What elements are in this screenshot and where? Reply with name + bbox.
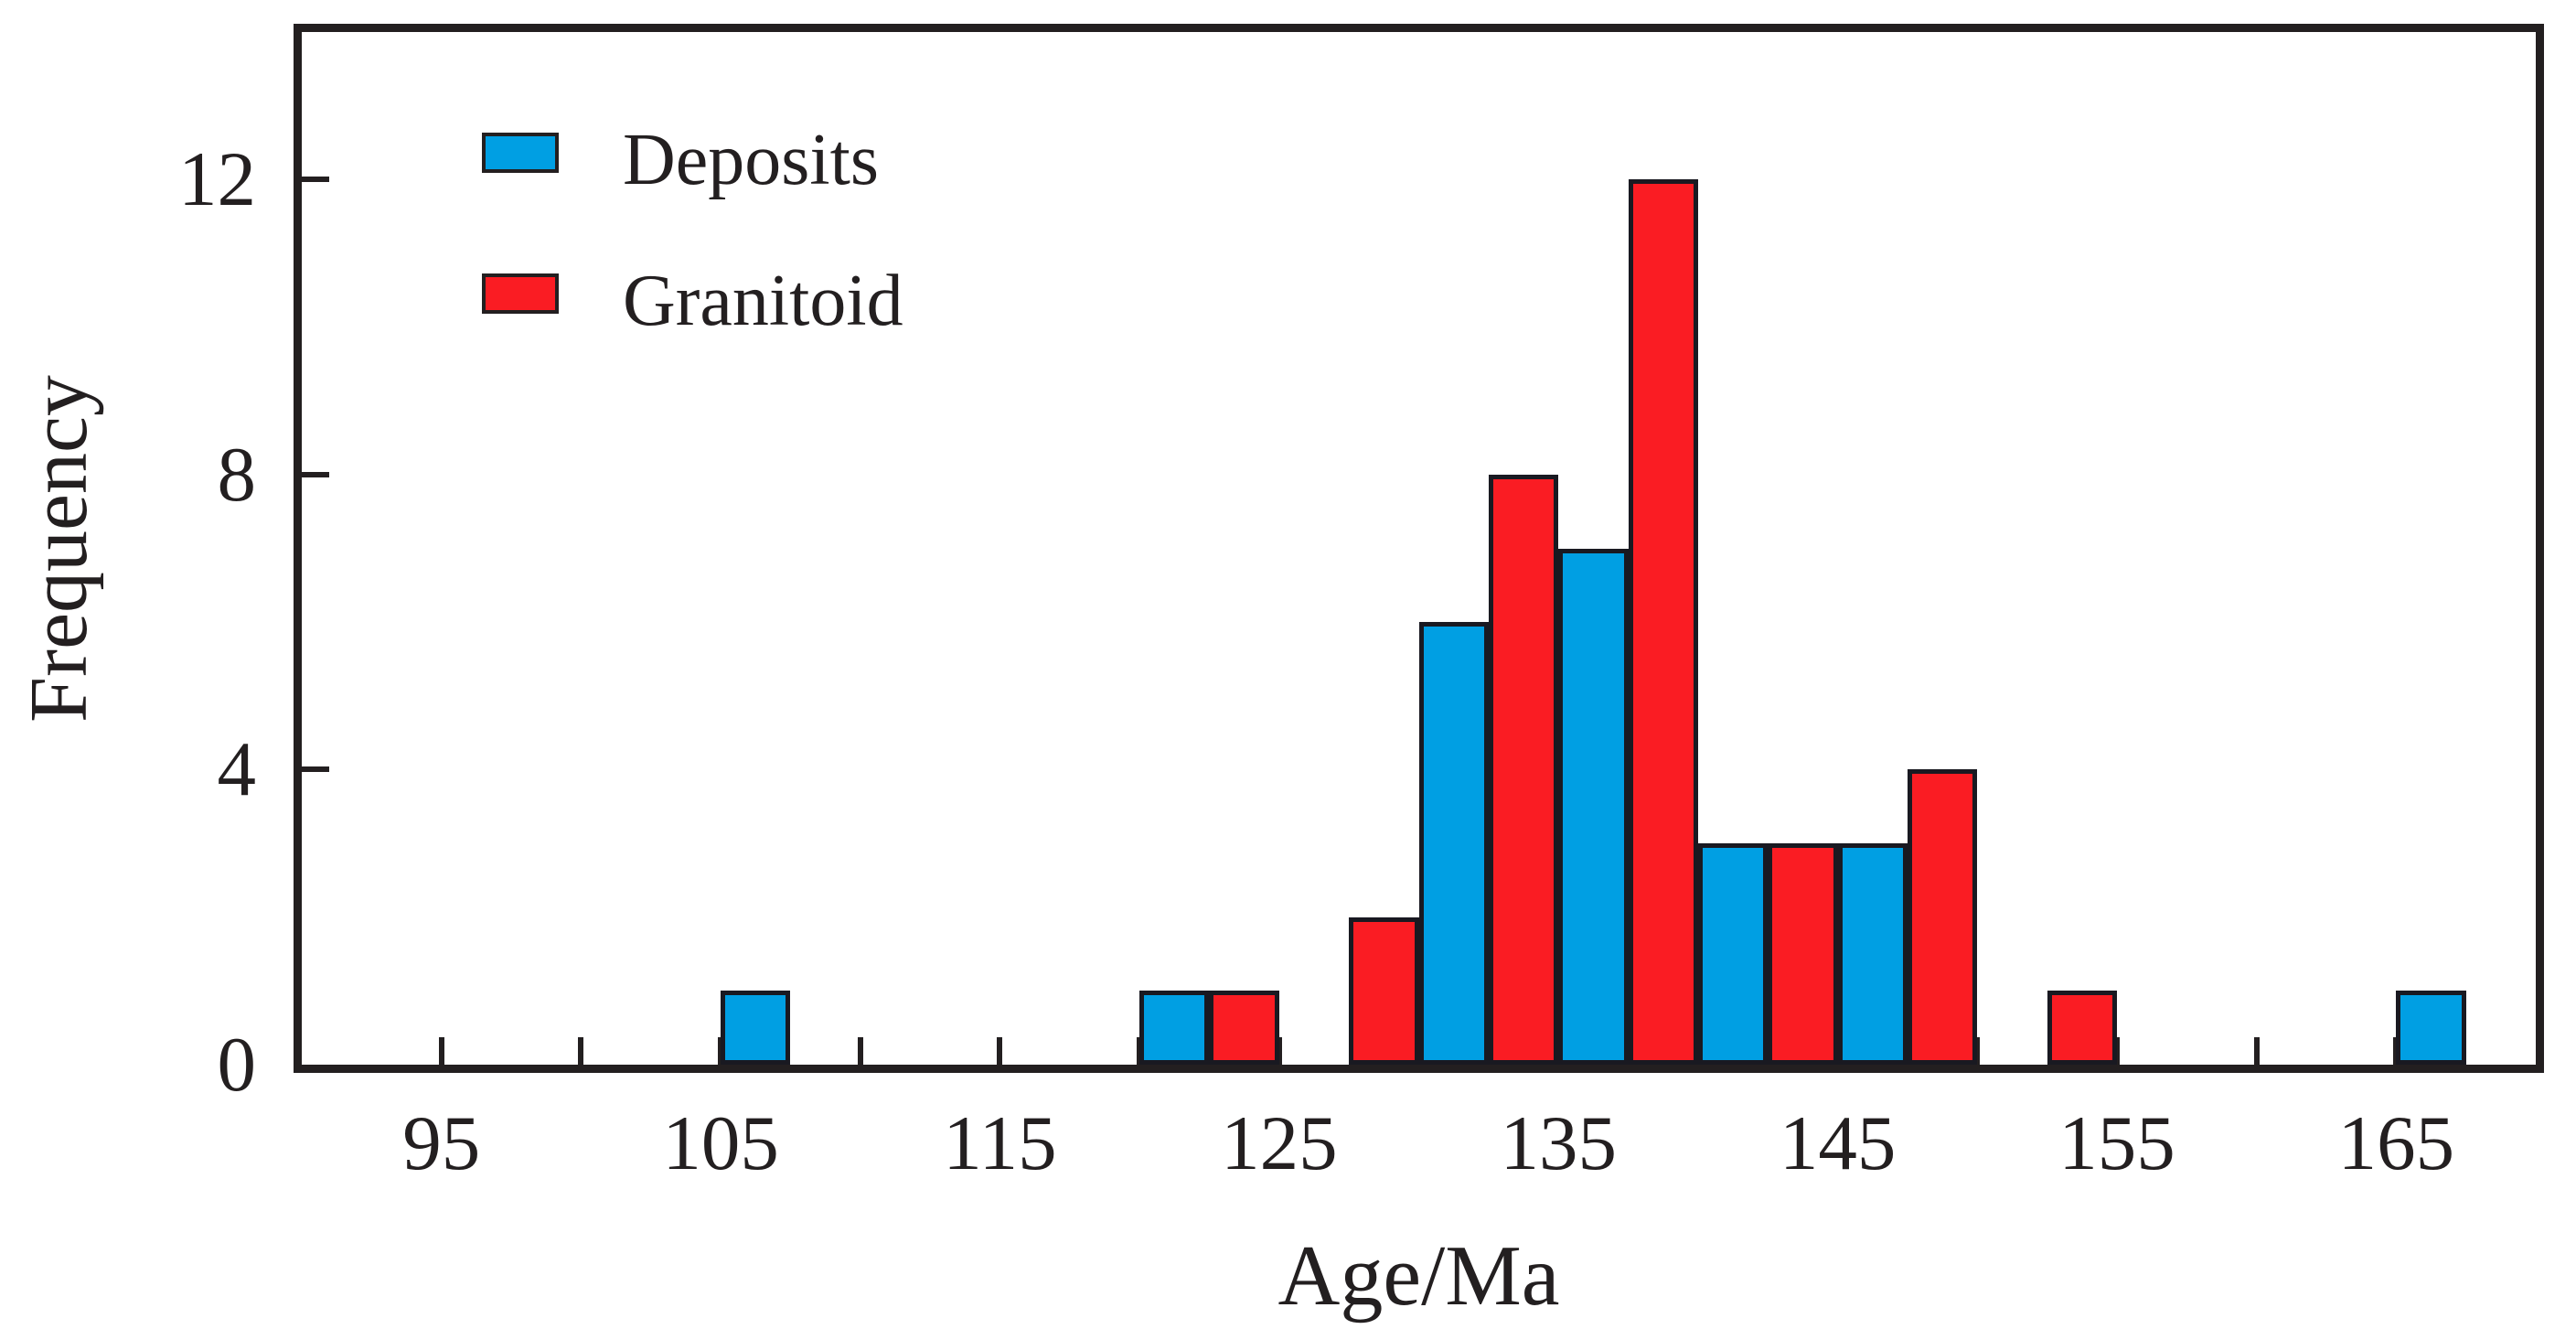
bar-deposits (2396, 991, 2466, 1065)
granitoid-swatch-icon (482, 273, 559, 314)
bar-granitoid (1349, 916, 1419, 1065)
bar-granitoid (1209, 991, 1279, 1065)
bar-deposits (1837, 843, 1908, 1065)
legend: Deposits Granitoid (482, 123, 903, 414)
y-tick-mark (302, 471, 329, 477)
x-tick-mark (438, 1037, 444, 1065)
y-tick-label: 4 (217, 726, 257, 813)
y-tick-mark (302, 766, 329, 773)
legend-label-deposits: Deposits (623, 120, 879, 200)
x-tick-mark (1974, 1037, 1981, 1065)
x-tick-label: 125 (1221, 1100, 1338, 1186)
bar-granitoid (2047, 991, 2117, 1065)
bar-deposits (1558, 548, 1629, 1065)
x-tick-label: 155 (2058, 1100, 2175, 1186)
bar-granitoid (1488, 474, 1559, 1065)
x-tick-label: 145 (1779, 1100, 1897, 1186)
x-tick-mark (857, 1037, 863, 1065)
x-tick-label: 165 (2337, 1100, 2455, 1186)
deposits-swatch-icon (482, 133, 559, 173)
plot-area: Deposits Granitoid (294, 24, 2544, 1073)
bar-deposits (721, 991, 791, 1065)
bar-granitoid (1768, 843, 1838, 1065)
x-tick-mark (2113, 1037, 2120, 1065)
bar-granitoid (1907, 769, 1978, 1065)
y-tick-label: 0 (217, 1022, 257, 1108)
y-tick-mark (302, 177, 329, 183)
y-tick-label: 12 (178, 136, 256, 223)
x-tick-label: 95 (402, 1100, 481, 1186)
bar-deposits (1139, 991, 1210, 1065)
x-tick-label: 135 (1500, 1100, 1617, 1186)
bar-granitoid (1628, 179, 1698, 1065)
x-tick-mark (997, 1037, 1003, 1065)
bar-deposits (1418, 622, 1489, 1065)
y-axis-title: Frequency (14, 374, 104, 723)
bar-deposits (1697, 843, 1769, 1065)
x-tick-label: 115 (943, 1100, 1057, 1186)
x-tick-label: 105 (662, 1100, 779, 1186)
legend-label-granitoid: Granitoid (623, 261, 903, 341)
x-axis-title: Age/Ma (1277, 1228, 1560, 1324)
y-tick-label: 8 (217, 431, 257, 518)
x-tick-mark (2253, 1037, 2260, 1065)
x-tick-mark (1276, 1037, 1282, 1065)
legend-item-deposits: Deposits (482, 123, 903, 197)
x-tick-mark (578, 1037, 584, 1065)
legend-item-granitoid: Granitoid (482, 264, 903, 338)
